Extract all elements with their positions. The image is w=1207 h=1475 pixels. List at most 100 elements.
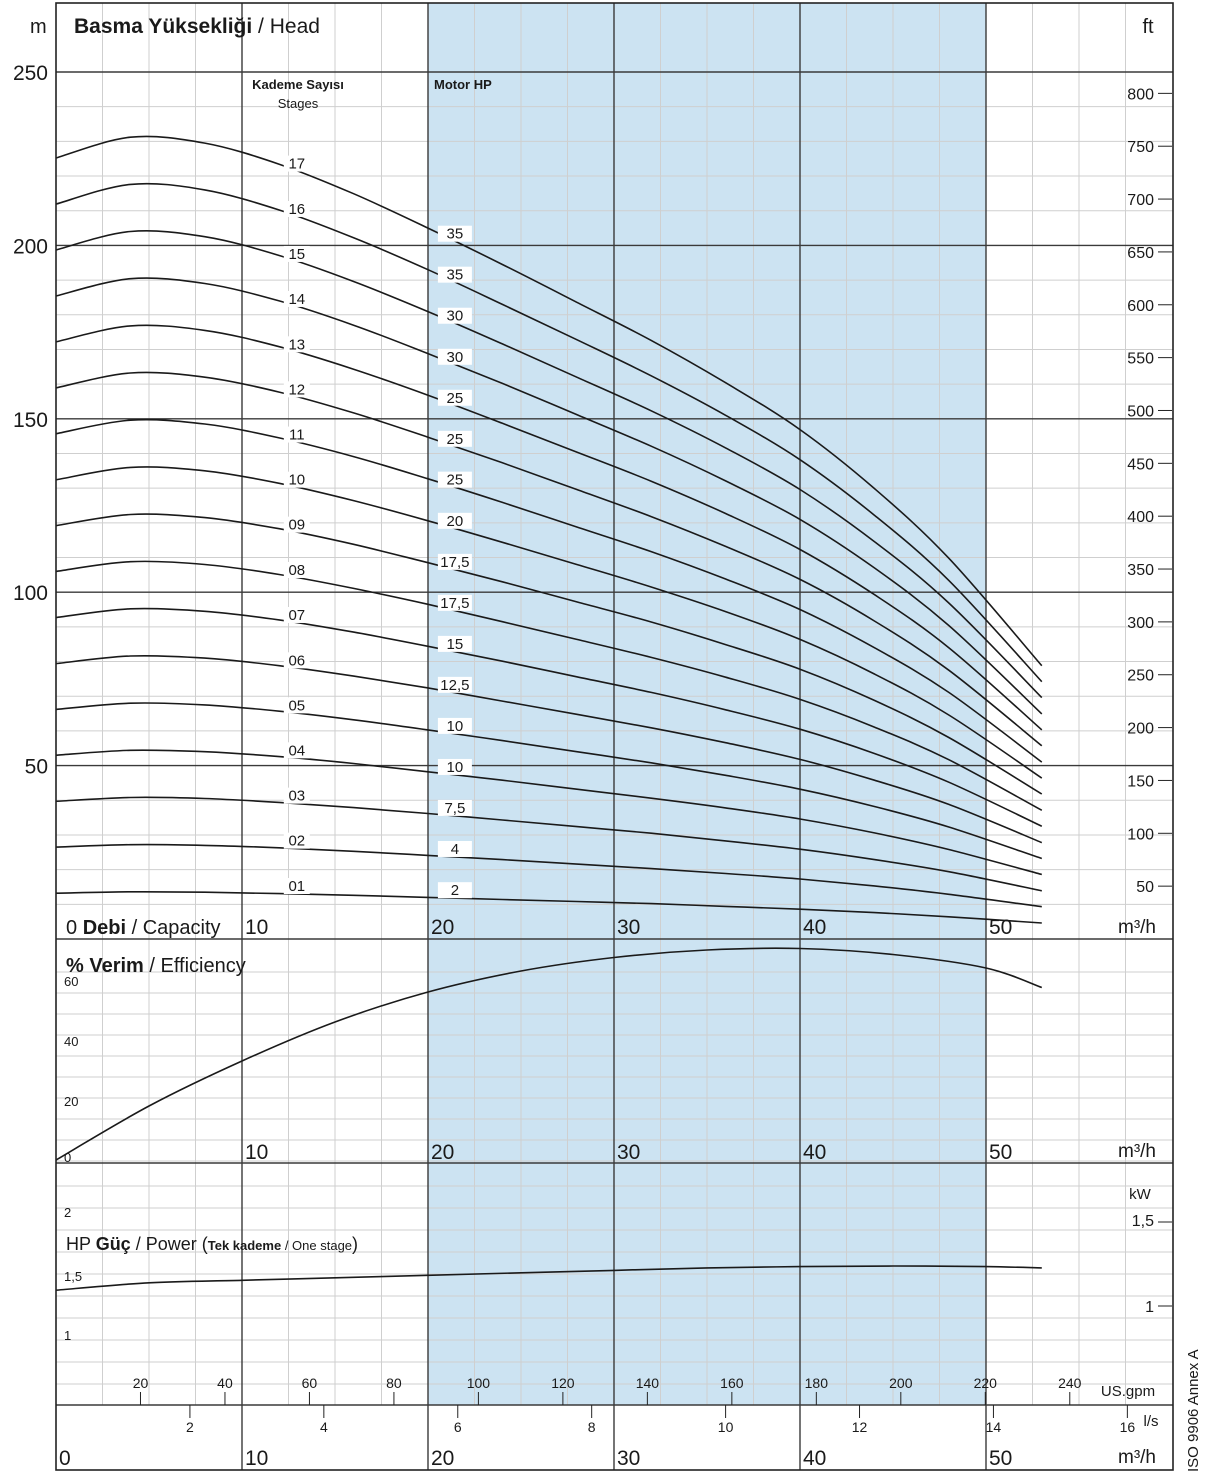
y-tick-label-right: 650 xyxy=(1127,245,1154,262)
stage-label-bg xyxy=(283,652,310,669)
efficiency-x-tick-label: 40 xyxy=(803,1141,826,1164)
usgpm-tick-label: 120 xyxy=(551,1375,575,1391)
stage-label: 03 xyxy=(288,788,305,805)
bottom-x-tick-label: 20 xyxy=(431,1447,454,1470)
y-tick-label-right: 150 xyxy=(1127,773,1154,790)
stage-label-bg xyxy=(283,606,310,623)
ls-tick-label: 4 xyxy=(320,1419,328,1435)
power-kw-unit: kW xyxy=(1129,1186,1152,1203)
ls-tick-label: 6 xyxy=(454,1419,462,1435)
stage-label: 09 xyxy=(288,517,305,534)
efficiency-x-tick-label: 50 xyxy=(989,1141,1012,1164)
head-curve-stage-02 xyxy=(55,843,1042,908)
usgpm-tick-label: 100 xyxy=(467,1375,491,1391)
efficiency-panel-title: % Verim / Efficiency xyxy=(66,955,246,977)
x-tick-label: 10 xyxy=(245,916,268,939)
power-kw-tick-label: 1,5 xyxy=(1132,1213,1154,1230)
x-tick-label: 20 xyxy=(431,916,454,939)
bottom-x-tick-label: 40 xyxy=(803,1447,826,1470)
head-curve-stage-16 xyxy=(55,182,1043,683)
motor-hp-label: 10 xyxy=(447,718,464,735)
efficiency-y-tick: 40 xyxy=(64,1034,78,1049)
motor-hp-label-bg xyxy=(437,840,472,857)
motor-hp-label: 35 xyxy=(447,226,464,243)
power-curve xyxy=(55,1265,1042,1291)
bottom-x-unit: m³/h xyxy=(1118,1447,1156,1468)
y-tick-label-left: 250 xyxy=(13,62,48,85)
y-tick-label-left: 100 xyxy=(13,582,48,605)
y-tick-label-right: 450 xyxy=(1127,456,1154,473)
usgpm-tick-label: 140 xyxy=(636,1375,660,1391)
y-tick-label-left: 150 xyxy=(13,409,48,432)
bottom-x-tick-label: 10 xyxy=(245,1447,268,1470)
usgpm-tick-label: 200 xyxy=(889,1375,913,1391)
efficiency-curve xyxy=(55,947,1043,1161)
ls-unit: l/s xyxy=(1144,1413,1159,1430)
usgpm-tick-label: 40 xyxy=(217,1375,233,1391)
stage-label-bg xyxy=(283,878,310,895)
motor-hp-label-bg xyxy=(437,799,472,816)
x-axis-title: 0 Debi / Capacity xyxy=(66,917,221,939)
head-curve-stage-17 xyxy=(55,135,1043,667)
stage-label: 12 xyxy=(288,381,305,398)
chart-frame xyxy=(55,2,1174,1471)
stage-label: 11 xyxy=(289,427,305,444)
motor-hp-label-bg xyxy=(437,676,472,693)
head-curve-stage-12 xyxy=(55,371,1043,747)
stage-label-bg xyxy=(283,381,310,398)
motor-hp-label-bg xyxy=(437,717,472,734)
y-tick-label-right: 400 xyxy=(1127,509,1154,526)
y-tick-label-right: 800 xyxy=(1127,86,1154,103)
bottom-x-tick-label: 50 xyxy=(989,1447,1012,1470)
usgpm-tick-label: 220 xyxy=(974,1375,998,1391)
power-panel-title: HP Güç / Power (Tek kademe / One stage) xyxy=(66,1234,358,1254)
head-curve-stage-10 xyxy=(55,466,1043,779)
efficiency-x-tick-label: 30 xyxy=(617,1141,640,1164)
motor-hp-label: 25 xyxy=(447,390,464,407)
stage-label: 15 xyxy=(288,246,305,263)
y-tick-label-left: 50 xyxy=(25,756,48,779)
usgpm-tick-label: 80 xyxy=(386,1375,402,1391)
stage-label: 07 xyxy=(288,607,305,624)
bottom-x-tick-label: 30 xyxy=(617,1447,640,1470)
stage-label-bg xyxy=(283,426,310,443)
efficiency-y-tick: 0 xyxy=(64,1150,71,1165)
stage-label: 05 xyxy=(288,697,305,714)
stages-label-en: Stages xyxy=(278,96,319,111)
x-tick-label: 40 xyxy=(803,916,826,939)
head-curve-stage-14 xyxy=(55,277,1043,715)
y-tick-label-right: 250 xyxy=(1127,668,1154,685)
stage-label-bg xyxy=(283,290,310,307)
stage-label-bg xyxy=(283,471,310,488)
ls-tick-label: 8 xyxy=(588,1419,596,1435)
motor-hp-label-bg xyxy=(437,266,472,283)
motor-hp-label: 35 xyxy=(447,267,464,284)
usgpm-tick-label: 160 xyxy=(720,1375,744,1391)
head-curve-stage-11 xyxy=(55,418,1043,763)
stage-label-bg xyxy=(283,561,310,578)
x-tick-label: 50 xyxy=(989,916,1012,939)
motor-hp-label-bg xyxy=(437,225,472,242)
y-tick-label-right: 750 xyxy=(1127,139,1154,156)
motor-hp-label-bg xyxy=(437,594,472,611)
motor-hp-label: 30 xyxy=(447,349,464,366)
motor-hp-label-bg xyxy=(437,635,472,652)
y-axis-unit-left: m xyxy=(30,16,47,38)
y-axis-unit-right: ft xyxy=(1142,16,1154,38)
head-curve-stage-06 xyxy=(55,654,1043,844)
stage-label-bg xyxy=(283,155,310,172)
stage-label-bg xyxy=(283,336,310,353)
motor-hp-label-bg xyxy=(437,430,472,447)
ls-tick-label: 10 xyxy=(718,1419,734,1435)
motor-hp-label: 10 xyxy=(447,759,464,776)
stage-label: 17 xyxy=(288,156,305,173)
head-curve-stage-04 xyxy=(55,749,1043,876)
efficiency-y-tick: 60 xyxy=(64,974,78,989)
stage-label: 13 xyxy=(288,336,305,353)
head-curve-stage-07 xyxy=(55,607,1043,828)
x-tick-label: 30 xyxy=(617,916,640,939)
y-tick-label-right: 350 xyxy=(1127,562,1154,579)
efficiency-x-tick-label: 10 xyxy=(245,1141,268,1164)
motor-hp-label: 25 xyxy=(447,472,464,489)
